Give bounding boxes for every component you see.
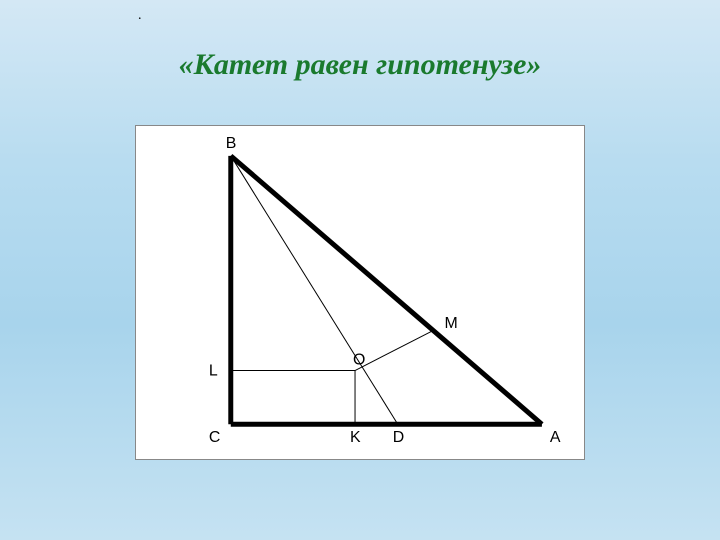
svg-text:M: M bbox=[444, 315, 457, 332]
slide-title: «Катет равен гипотенузе» bbox=[0, 48, 720, 82]
svg-text:A: A bbox=[550, 429, 561, 446]
svg-text:D: D bbox=[393, 429, 404, 446]
svg-text:L: L bbox=[209, 363, 218, 380]
diagram-panel: B C A K D L O M bbox=[135, 125, 585, 460]
svg-text:C: C bbox=[209, 429, 220, 446]
top-marker: . bbox=[138, 8, 142, 24]
svg-text:O: O bbox=[353, 352, 365, 369]
geometry-diagram: B C A K D L O M bbox=[136, 126, 584, 459]
svg-text:K: K bbox=[350, 429, 361, 446]
svg-text:B: B bbox=[226, 135, 237, 152]
